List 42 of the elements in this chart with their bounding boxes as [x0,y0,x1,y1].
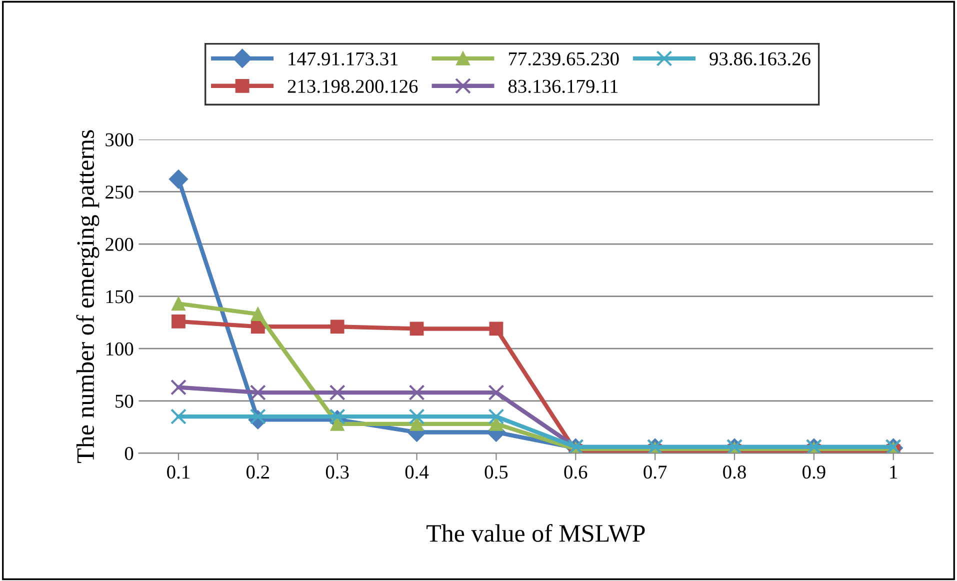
point [410,416,424,431]
legend-label: 213.198.200.126 [288,80,418,93]
legend-label: 83.136.179.11 [508,80,618,93]
y-tick-label: 250 [106,186,134,199]
y-axis-title: The number of emerging patterns [76,130,100,463]
point [408,384,425,401]
point [410,322,424,336]
x-tick-label: 0.2 [246,466,269,479]
x-tick-label: 0.4 [405,466,429,479]
x-tick-label: 0.5 [484,466,508,479]
point [250,307,265,322]
point [489,322,504,336]
x-axis-title: The value of MSLWP [426,524,645,542]
point [170,379,186,396]
legend-label: 77.239.65.230 [509,52,619,66]
y-tick-label: 150 [106,290,134,304]
x-tick-label: 0.6 [564,466,588,479]
point [170,408,186,425]
x-tick-label: 0.1 [167,466,190,479]
point [168,170,188,189]
x-tick-label: 0.7 [644,466,667,479]
point [488,384,504,401]
point [329,384,346,401]
x-tick-label: 1 [890,466,898,478]
point [489,416,504,431]
y-tick-label: 0 [124,446,134,460]
legend-label: 147.91.173.31 [288,52,398,66]
point [330,320,344,334]
point [408,408,425,425]
x-tick-label: 0.8 [723,466,746,479]
point [172,314,186,328]
point [329,408,346,425]
y-tick-label: 100 [106,342,134,356]
x-tick-label: 0.3 [326,466,349,479]
y-tick-label: 50 [116,394,134,408]
y-tick-label: 300 [106,133,134,146]
x-tick-label: 0.9 [802,466,826,479]
point [250,384,266,401]
legend-label: 93.86.163.26 [710,52,810,66]
point [172,296,186,311]
y-tick-label: 200 [106,238,134,251]
point [488,408,504,425]
